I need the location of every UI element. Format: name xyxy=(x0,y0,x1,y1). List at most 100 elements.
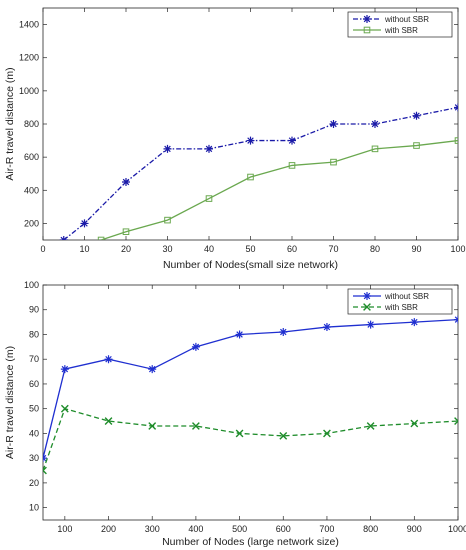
y-tick-label: 1200 xyxy=(19,53,39,63)
data-point xyxy=(59,236,68,240)
y-tick-label: 60 xyxy=(29,379,39,389)
data-point xyxy=(371,120,379,128)
data-point xyxy=(122,178,130,186)
legend-marker xyxy=(363,292,371,300)
legend-box xyxy=(347,288,453,315)
y-tick-label: 50 xyxy=(29,404,39,414)
data-point xyxy=(366,320,375,329)
legend-label: with SBR xyxy=(384,26,418,35)
x-tick-label: 40 xyxy=(204,244,214,254)
data-point xyxy=(454,417,458,425)
legend-marker xyxy=(363,303,371,311)
data-point xyxy=(163,144,172,153)
x-tick-label: 1000 xyxy=(448,524,466,534)
x-tick-label: 0 xyxy=(40,244,45,254)
data-point xyxy=(454,137,458,144)
x-tick-label: 900 xyxy=(407,524,422,534)
y-tick-label: 30 xyxy=(29,453,39,463)
series-group xyxy=(43,404,458,475)
data-point xyxy=(43,466,47,475)
x-tick-label: 200 xyxy=(101,524,116,534)
x-tick-label: 500 xyxy=(232,524,247,534)
x-axis-title: Number of Nodes (large network size) xyxy=(162,536,339,548)
y-axis-title: Air-R travel distance (m) xyxy=(4,67,16,180)
data-point xyxy=(205,144,213,153)
legend-label: without SBR xyxy=(384,292,429,301)
x-tick-label: 70 xyxy=(328,244,338,254)
data-point xyxy=(279,432,288,440)
data-point xyxy=(191,342,200,351)
series-group xyxy=(43,315,458,463)
y-tick-label: 800 xyxy=(24,119,39,129)
legend-label: without SBR xyxy=(384,15,429,24)
data-point xyxy=(288,136,296,145)
y-tick-label: 200 xyxy=(24,218,39,228)
y-tick-label: 1000 xyxy=(19,86,39,96)
data-point xyxy=(323,429,331,438)
x-tick-label: 800 xyxy=(363,524,378,534)
y-tick-label: 10 xyxy=(29,503,39,513)
series-group xyxy=(59,103,458,240)
data-point xyxy=(246,136,255,145)
y-tick-label: 40 xyxy=(29,428,39,438)
y-tick-label: 100 xyxy=(24,280,39,290)
series-line xyxy=(100,139,458,240)
legend-label: with SBR xyxy=(384,303,418,312)
y-tick-label: 1400 xyxy=(19,20,39,30)
data-point xyxy=(104,417,113,425)
data-point xyxy=(413,142,420,149)
series-group xyxy=(97,137,458,240)
x-tick-label: 300 xyxy=(145,524,160,534)
data-point xyxy=(205,195,213,202)
y-tick-label: 70 xyxy=(29,354,39,364)
data-point xyxy=(80,219,89,228)
y-tick-label: 600 xyxy=(24,152,39,162)
data-point xyxy=(235,429,244,438)
x-tick-label: 50 xyxy=(245,244,255,254)
x-tick-label: 100 xyxy=(450,244,465,254)
data-point xyxy=(410,419,419,428)
y-tick-label: 80 xyxy=(29,329,39,339)
x-tick-label: 90 xyxy=(411,244,421,254)
data-point xyxy=(410,318,419,327)
x-tick-label: 30 xyxy=(162,244,172,254)
x-tick-label: 10 xyxy=(79,244,89,254)
data-point xyxy=(122,228,130,236)
x-tick-label: 100 xyxy=(57,524,72,534)
data-point xyxy=(60,365,69,374)
plot-frame xyxy=(42,7,459,241)
data-point xyxy=(247,173,254,181)
data-point xyxy=(97,236,105,240)
chart-bottom: 100 200 300 400 500 600 700 800 900 1000 10 20 30 40 5… xyxy=(0,275,466,550)
legend-marker xyxy=(363,15,371,23)
data-point xyxy=(60,404,69,413)
data-point xyxy=(192,422,200,430)
data-point xyxy=(235,330,244,339)
data-point xyxy=(322,323,331,332)
data-point xyxy=(412,111,421,120)
x-tick-label: 80 xyxy=(370,244,380,254)
x-axis-title: Number of Nodes(small size network) xyxy=(163,259,338,271)
data-point xyxy=(366,422,375,430)
x-tick-label: 60 xyxy=(287,244,297,254)
x-tick-label: 700 xyxy=(319,524,334,534)
data-point xyxy=(104,355,113,364)
chart-top-svg: 0 10 20 30 40 50 60 70 80 90 100 200 400 600 800 1000 12… xyxy=(4,7,466,271)
data-point xyxy=(148,422,157,430)
data-point xyxy=(288,162,296,169)
data-point xyxy=(330,158,337,166)
legend-marker xyxy=(363,26,371,34)
y-axis-title: Air-R travel distance (m) xyxy=(4,346,16,459)
data-point xyxy=(148,365,157,374)
data-point xyxy=(164,216,171,224)
x-tick-label: 600 xyxy=(276,524,291,534)
data-point xyxy=(329,120,338,128)
data-point xyxy=(454,103,458,112)
x-tick-label: 20 xyxy=(121,244,131,254)
chart-bottom-svg: 100 200 300 400 500 600 700 800 900 1000 10 20 30 40 5… xyxy=(4,280,466,548)
data-point xyxy=(371,145,379,153)
chart-top: 0 10 20 30 40 50 60 70 80 90 100 200 400 600 800 1000 12… xyxy=(4,7,466,271)
plot-frame xyxy=(42,284,459,521)
data-point xyxy=(279,328,288,336)
y-tick-label: 90 xyxy=(29,305,39,315)
